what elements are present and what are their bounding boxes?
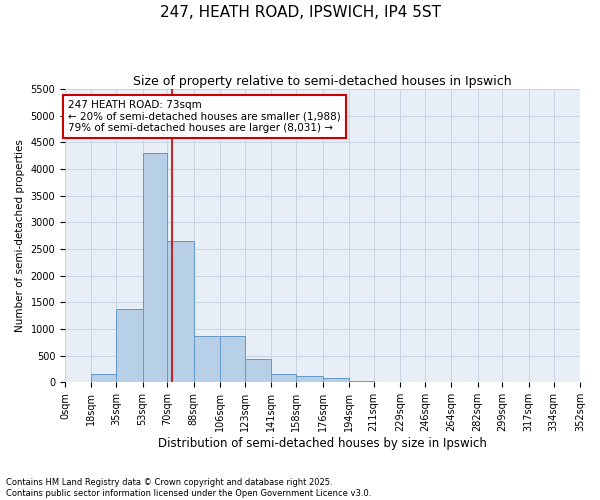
Text: Contains HM Land Registry data © Crown copyright and database right 2025.
Contai: Contains HM Land Registry data © Crown c… (6, 478, 371, 498)
Bar (167, 241, 194, 382)
Bar (143, 153, 167, 382)
Bar (116, 309, 143, 382)
Y-axis label: Number of semi-detached properties: Number of semi-detached properties (15, 140, 25, 332)
X-axis label: Distribution of semi-detached houses by size in Ipswich: Distribution of semi-detached houses by … (158, 437, 487, 450)
Bar (323, 378, 349, 382)
Bar (194, 336, 220, 382)
Bar (296, 376, 323, 382)
Bar (245, 360, 271, 382)
Title: Size of property relative to semi-detached houses in Ipswich: Size of property relative to semi-detach… (133, 75, 512, 88)
Bar (349, 380, 374, 382)
Bar (271, 374, 296, 382)
Bar (220, 336, 245, 382)
Text: 247 HEATH ROAD: 73sqm
← 20% of semi-detached houses are smaller (1,988)
79% of s: 247 HEATH ROAD: 73sqm ← 20% of semi-deta… (68, 100, 341, 133)
Bar (91, 374, 116, 382)
Text: 247, HEATH ROAD, IPSWICH, IP4 5ST: 247, HEATH ROAD, IPSWICH, IP4 5ST (160, 5, 440, 20)
